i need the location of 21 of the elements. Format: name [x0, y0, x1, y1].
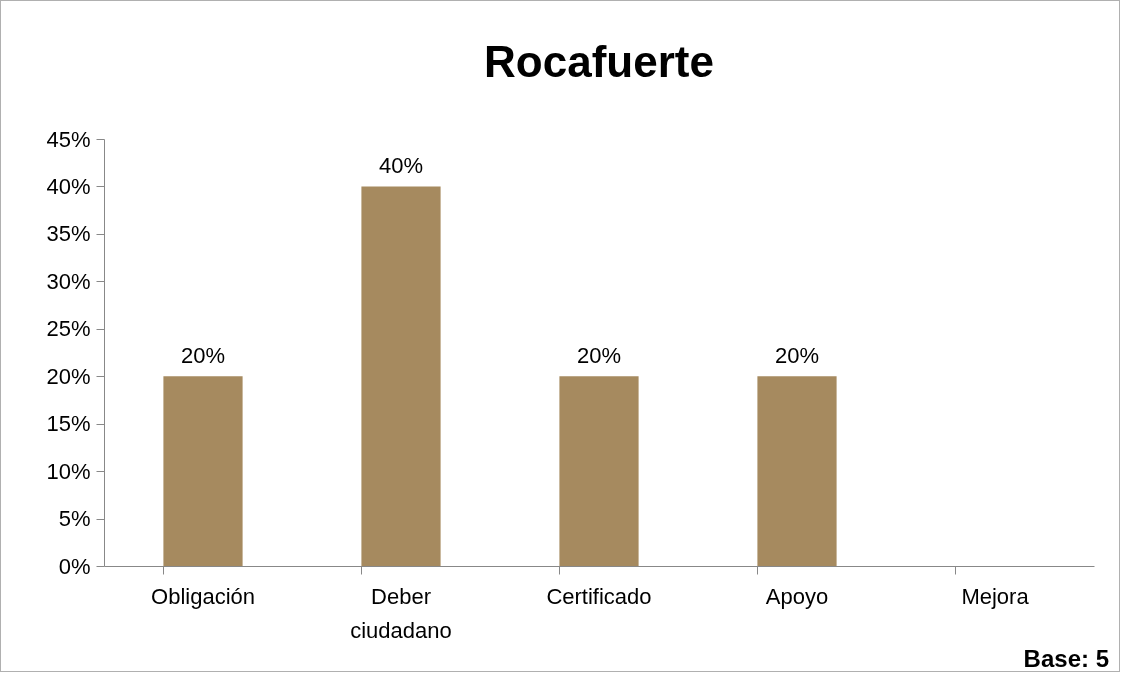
y-tick-label: 0%	[58, 553, 91, 579]
y-tick-label: 10%	[46, 458, 91, 484]
y-tick-label: 5%	[58, 506, 91, 532]
y-tick-label: 20%	[46, 363, 91, 389]
x-tick-label: Mejora	[961, 583, 1030, 609]
chart-title: Rocafuerte	[484, 37, 714, 86]
x-tick-label: Apoyo	[765, 583, 829, 609]
y-tick-label: 40%	[46, 173, 91, 199]
data-label: 20%	[576, 343, 622, 369]
x-tick-label: Obligación	[151, 583, 255, 609]
text: Base: 5	[1023, 645, 1109, 672]
data-label: 20%	[180, 343, 226, 369]
x-tick-label: Deber ciudadano	[350, 583, 452, 643]
data-label: 40%	[378, 153, 424, 179]
x-tick-label: Certificado	[546, 583, 652, 609]
y-tick-label: 25%	[46, 316, 91, 342]
y-tick-label: 35%	[46, 221, 91, 247]
y-tick-label: 45%	[46, 126, 91, 152]
y-tick-label: 30%	[46, 268, 91, 294]
data-label: 20%	[774, 343, 820, 369]
y-tick-label: 15%	[46, 411, 91, 437]
